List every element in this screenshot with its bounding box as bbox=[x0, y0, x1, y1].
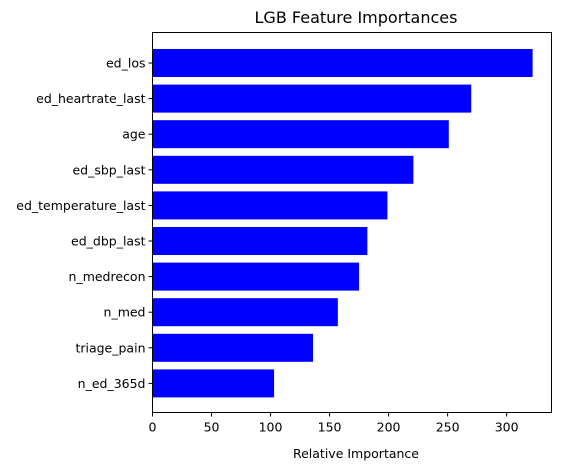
x-tick-label: 250 bbox=[436, 420, 460, 435]
y-tick-label: ed_sbp_last bbox=[72, 162, 145, 177]
bar-triage_pain bbox=[152, 333, 314, 362]
x-tick-label: 150 bbox=[318, 420, 342, 435]
y-tick-label: n_med bbox=[104, 305, 146, 320]
y-tick-label: ed_heartrate_last bbox=[36, 91, 145, 106]
y-tick-label: ed_dbp_last bbox=[71, 234, 146, 249]
x-tick-label: 200 bbox=[377, 420, 401, 435]
x-tick-label: 100 bbox=[259, 420, 283, 435]
x-axis-label: Relative Importance bbox=[293, 446, 419, 461]
y-tick-label: n_medrecon bbox=[69, 269, 146, 284]
x-tick-label: 0 bbox=[149, 420, 157, 435]
y-tick-label: ed_temperature_last bbox=[16, 198, 145, 213]
bar-ed_los bbox=[152, 49, 533, 77]
bar-ed_dbp_last bbox=[152, 227, 368, 255]
y-tick-label: triage_pain bbox=[75, 340, 145, 355]
chart-title: LGB Feature Importances bbox=[255, 8, 458, 27]
x-tick-label: 50 bbox=[204, 420, 220, 435]
y-tick-label: age bbox=[122, 127, 146, 142]
bar-ed_temperature_last bbox=[152, 191, 388, 220]
x-tick-label: 300 bbox=[495, 420, 519, 435]
bar-n_med bbox=[152, 298, 338, 327]
bar-ed_heartrate_last bbox=[152, 84, 472, 113]
plot-frame bbox=[152, 32, 552, 413]
bar-n_ed_365d bbox=[152, 369, 275, 398]
y-tick-label: ed_los bbox=[106, 56, 146, 71]
y-tick-label: n_ed_365d bbox=[78, 376, 146, 391]
bar-age bbox=[152, 120, 449, 149]
bar-ed_sbp_last bbox=[152, 155, 414, 184]
bars-group bbox=[152, 49, 533, 398]
x-axis: 0 50 100 150 200 250 300 bbox=[149, 412, 519, 435]
bar-n_medrecon bbox=[152, 262, 360, 291]
